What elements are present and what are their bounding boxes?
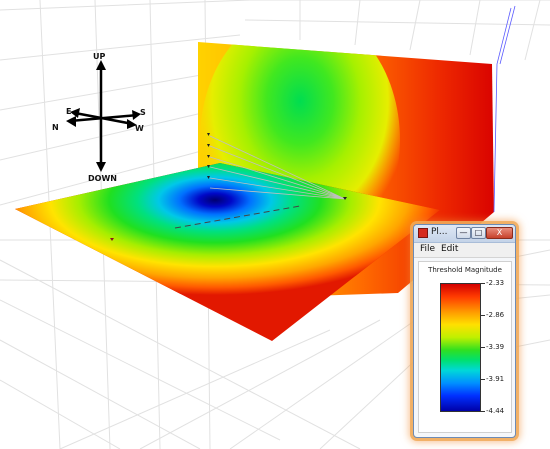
colorbar-tick: [481, 315, 485, 316]
colorbar-tick: [481, 411, 485, 412]
menu-file[interactable]: File: [420, 244, 436, 254]
colorbar-tick: [481, 283, 485, 284]
colorbar-tick-label: -2.33: [486, 279, 505, 287]
legend-window[interactable]: Pl... — □ X File Edit Threshold Magnitud…: [413, 224, 516, 438]
colorbar-tick-label: -4.44: [486, 407, 505, 415]
compass-label-north: N: [52, 123, 59, 132]
compass-label-down: DOWN: [88, 174, 117, 183]
colorbar: [440, 283, 481, 412]
wireframe-outline: [493, 5, 516, 213]
colorbar-tick: [481, 379, 485, 380]
orientation-compass: [66, 60, 141, 172]
station-markers: [110, 133, 347, 241]
compass-label-up: UP: [93, 52, 105, 61]
fault-trace: [174, 205, 301, 229]
menu-bar: File Edit: [414, 243, 515, 258]
ray-traces: [209, 135, 346, 200]
legend-panel: Threshold Magnitude -2.33 -2.86 -3.39 -3…: [418, 261, 512, 433]
close-button[interactable]: X: [486, 227, 513, 239]
app-icon: [418, 228, 428, 238]
compass-label-east: E: [66, 107, 71, 116]
compass-label-west: W: [135, 124, 144, 133]
colorbar-tick: [481, 347, 485, 348]
colorbar-tick-label: -3.39: [486, 343, 505, 351]
compass-label-south: S: [140, 108, 146, 117]
minimize-button[interactable]: —: [456, 227, 471, 239]
legend-title: Threshold Magnitude: [428, 266, 502, 274]
colorbar-tick-label: -2.86: [486, 311, 505, 319]
maximize-button[interactable]: □: [471, 227, 486, 239]
colorbar-tick-label: -3.91: [486, 375, 505, 383]
window-titlebar[interactable]: Pl... — □ X: [414, 225, 515, 243]
window-title: Pl...: [431, 227, 448, 237]
menu-edit[interactable]: Edit: [441, 244, 459, 254]
